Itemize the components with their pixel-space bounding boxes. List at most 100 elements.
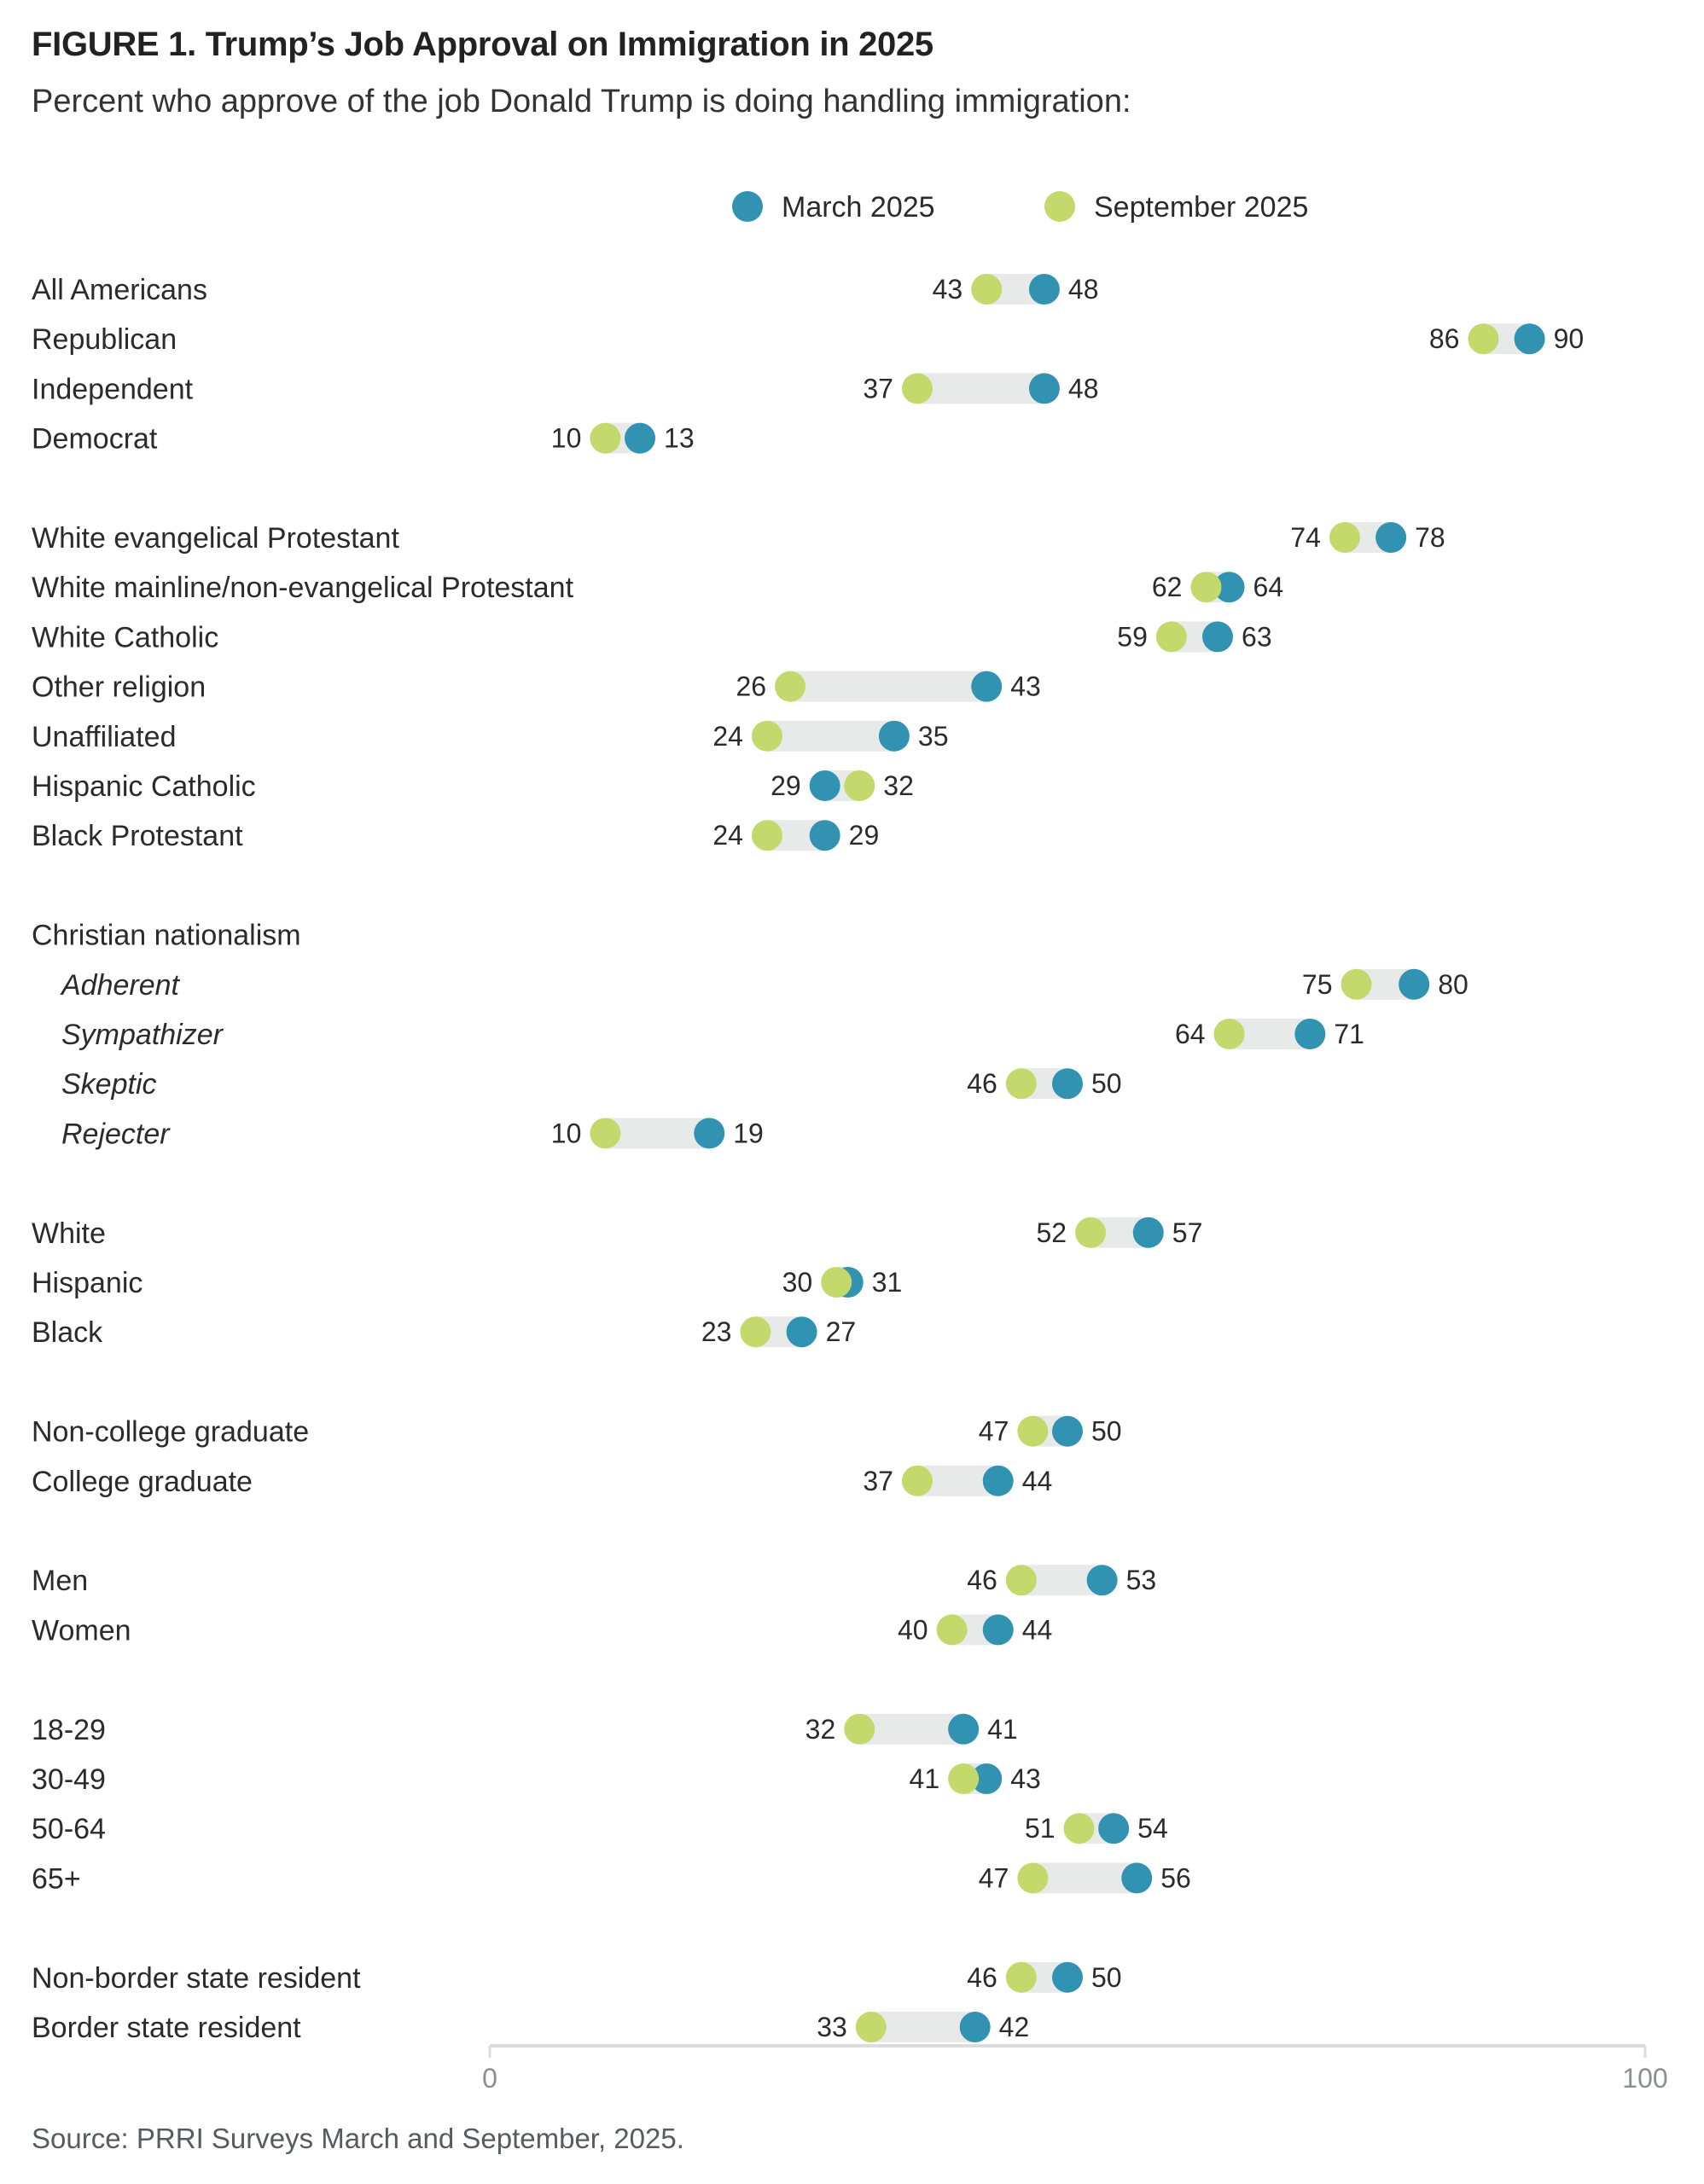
march-value-label: 48 bbox=[1068, 373, 1099, 404]
september-dot bbox=[948, 1763, 980, 1794]
march-dot bbox=[694, 1118, 725, 1149]
chart-row: 50-64 51 54 bbox=[32, 1813, 1168, 1845]
september-dot bbox=[855, 2012, 887, 2042]
chart-row: 18-29 32 41 bbox=[32, 1713, 1018, 1746]
september-value-label: 24 bbox=[712, 721, 743, 752]
category-label: Skeptic bbox=[61, 1068, 157, 1101]
march-value-label: 53 bbox=[1126, 1565, 1157, 1595]
march-value-label: 19 bbox=[733, 1118, 764, 1148]
chart-row: Christian nationalism bbox=[32, 920, 301, 952]
september-dot bbox=[1329, 522, 1360, 553]
september-dot bbox=[775, 671, 806, 702]
x-tick-label-100: 100 bbox=[1622, 2063, 1667, 2094]
september-dot bbox=[844, 770, 875, 801]
category-label: Border state resident bbox=[32, 2012, 301, 2044]
september-value-label: 46 bbox=[967, 1565, 997, 1595]
september-value-label: 33 bbox=[817, 2012, 847, 2042]
september-dot bbox=[901, 1465, 933, 1496]
chart-row: 30-49 41 43 bbox=[32, 1763, 1041, 1796]
march-value-label: 43 bbox=[1010, 671, 1041, 702]
march-value-label: 50 bbox=[1091, 1416, 1122, 1447]
september-dot bbox=[751, 720, 782, 752]
september-dot bbox=[901, 373, 933, 404]
march-dot bbox=[1052, 1415, 1083, 1447]
march-value-label: 57 bbox=[1172, 1217, 1203, 1248]
chart-row: Rejecter 10 19 bbox=[61, 1118, 764, 1150]
x-axis: 0 100 bbox=[482, 2044, 1668, 2094]
september-dot bbox=[1017, 1862, 1049, 1894]
september-value-label: 62 bbox=[1152, 572, 1183, 602]
chart-rows: All Americans 43 48 Republican 86 90 Independe… bbox=[32, 274, 1584, 2044]
march-dot bbox=[809, 770, 840, 801]
september-dot bbox=[1155, 621, 1187, 653]
september-value-label: 86 bbox=[1429, 323, 1460, 354]
march-value-label: 42 bbox=[999, 2012, 1030, 2042]
connector-bar bbox=[1032, 1862, 1137, 1894]
march-dot bbox=[982, 1465, 1014, 1496]
chart-row: Hispanic 30 31 bbox=[32, 1267, 902, 1299]
march-value-label: 78 bbox=[1415, 522, 1445, 553]
chart-row: Independent 37 48 bbox=[32, 373, 1099, 405]
legend-september-label: September 2025 bbox=[1094, 191, 1308, 224]
march-dot bbox=[625, 422, 656, 454]
category-label: White bbox=[32, 1217, 106, 1250]
march-dot bbox=[1132, 1217, 1164, 1248]
march-dot bbox=[878, 720, 910, 752]
march-dot bbox=[1213, 572, 1245, 603]
connector-bar bbox=[870, 2012, 975, 2042]
chart-row: All Americans 43 48 bbox=[32, 274, 1099, 306]
category-label: Republican bbox=[32, 323, 177, 356]
september-value-label: 37 bbox=[863, 1466, 893, 1496]
category-label: 65+ bbox=[32, 1862, 81, 1895]
march-dot bbox=[1202, 621, 1234, 653]
chart-row: Border state resident 33 42 bbox=[32, 2012, 1029, 2044]
september-value-label: 40 bbox=[898, 1614, 928, 1645]
category-label: Rejecter bbox=[61, 1118, 171, 1150]
september-value-label: 64 bbox=[1175, 1019, 1206, 1049]
chart-row: Women 40 44 bbox=[32, 1614, 1052, 1647]
chart-row: Republican 86 90 bbox=[32, 323, 1584, 356]
category-label: Independent bbox=[32, 373, 194, 405]
source-note: Source: PRRI Surveys March and September… bbox=[32, 2123, 684, 2154]
september-dot bbox=[1005, 1068, 1037, 1100]
september-dot bbox=[936, 1614, 968, 1646]
march-value-label: 27 bbox=[826, 1316, 857, 1347]
chart-row: Democrat 10 13 bbox=[32, 422, 695, 456]
september-value-label: 75 bbox=[1302, 969, 1333, 1000]
march-value-label: 44 bbox=[1022, 1614, 1053, 1645]
september-value-label: 46 bbox=[967, 1962, 997, 1993]
category-label: College graduate bbox=[32, 1466, 253, 1498]
september-value-label: 32 bbox=[883, 770, 914, 801]
connector-bar bbox=[859, 1713, 964, 1745]
march-dot bbox=[1086, 1565, 1118, 1596]
september-value-label: 26 bbox=[736, 671, 766, 702]
chart-row: Unaffiliated 24 35 bbox=[32, 720, 949, 753]
september-value-label: 51 bbox=[1025, 1813, 1056, 1844]
march-value-label: 64 bbox=[1253, 572, 1284, 602]
category-label: All Americans bbox=[32, 274, 207, 306]
march-value-label: 35 bbox=[918, 721, 949, 752]
march-dot bbox=[1052, 1961, 1083, 1993]
march-dot bbox=[809, 820, 840, 851]
september-dot bbox=[821, 1267, 852, 1298]
connector-bar bbox=[790, 671, 987, 702]
category-label: White mainline/non-evangelical Protestan… bbox=[32, 572, 574, 604]
march-dot bbox=[982, 1614, 1014, 1646]
chart-row: Skeptic 46 50 bbox=[61, 1068, 1122, 1101]
march-dot bbox=[1028, 274, 1060, 305]
september-dot bbox=[1190, 572, 1222, 603]
september-dot bbox=[1017, 1415, 1049, 1447]
september-dot bbox=[1005, 1565, 1037, 1596]
september-value-label: 74 bbox=[1290, 522, 1321, 553]
x-tick-label-0: 0 bbox=[482, 2063, 497, 2094]
march-dot bbox=[959, 2012, 991, 2042]
category-label: Non-border state resident bbox=[32, 1962, 361, 1995]
september-value-label: 10 bbox=[551, 1118, 582, 1148]
category-label: Christian nationalism bbox=[32, 920, 301, 952]
march-dot bbox=[1294, 1019, 1326, 1049]
september-dot bbox=[1005, 1961, 1037, 1993]
chart-row: Non-border state resident 46 50 bbox=[32, 1961, 1122, 1995]
category-label: Hispanic bbox=[32, 1267, 142, 1299]
legend-march-dot bbox=[732, 191, 763, 222]
chart-row: White Catholic 59 63 bbox=[32, 621, 1272, 653]
